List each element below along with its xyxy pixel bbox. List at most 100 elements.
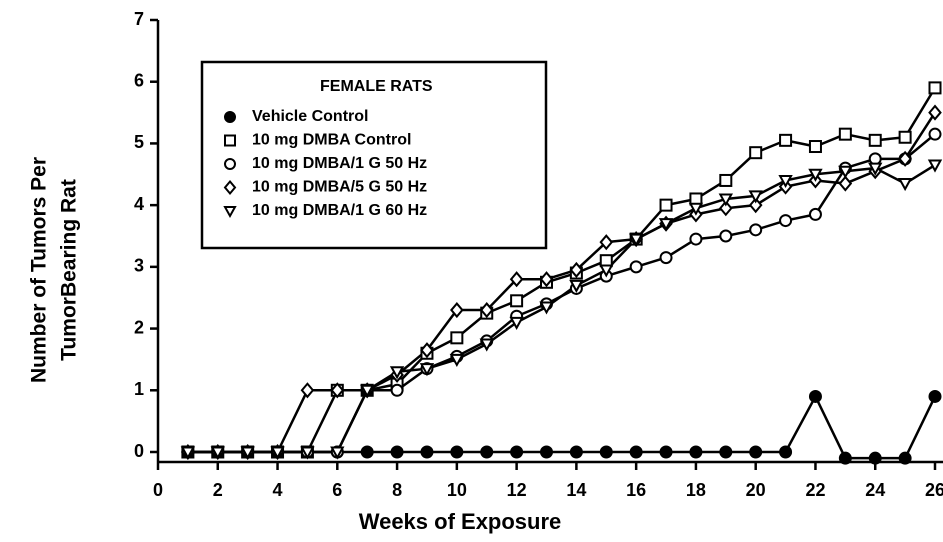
marker	[449, 353, 465, 368]
marker	[390, 383, 404, 397]
marker	[749, 445, 763, 459]
marker	[748, 190, 763, 204]
marker	[180, 446, 196, 460]
marker	[927, 159, 943, 173]
marker	[599, 264, 614, 278]
marker	[748, 197, 763, 214]
marker	[658, 218, 674, 232]
x-tick-label: 12	[507, 480, 527, 500]
marker	[450, 331, 464, 345]
marker	[659, 198, 673, 212]
marker	[928, 104, 942, 121]
marker	[599, 234, 614, 251]
marker	[659, 251, 673, 265]
y-tick-label: 5	[134, 132, 144, 152]
y-tick-label: 4	[134, 194, 144, 214]
marker	[509, 316, 524, 330]
marker	[659, 445, 673, 459]
marker	[479, 338, 494, 352]
y-tick-label: 6	[134, 70, 144, 90]
marker	[360, 445, 374, 459]
marker	[689, 232, 703, 246]
y-tick-label: 0	[134, 441, 144, 461]
y-axis-label: Number of Tumors Per TumorBearing Rat	[28, 157, 81, 383]
marker	[808, 140, 822, 154]
marker	[569, 261, 584, 278]
marker	[897, 178, 913, 192]
marker	[240, 446, 255, 460]
marker	[928, 81, 942, 95]
x-tick-label: 0	[153, 480, 163, 500]
marker	[450, 445, 464, 459]
marker	[420, 342, 434, 359]
marker	[224, 111, 236, 123]
y-tick-label: 1	[134, 379, 144, 399]
x-tick-label: 18	[686, 480, 706, 500]
marker	[224, 134, 236, 147]
x-tick-label: 14	[566, 480, 586, 500]
marker	[898, 130, 912, 144]
marker	[540, 445, 553, 459]
marker	[479, 302, 494, 319]
x-tick-label: 24	[865, 480, 885, 500]
marker	[599, 445, 613, 459]
marker	[719, 445, 733, 459]
marker	[300, 382, 315, 399]
marker	[808, 389, 822, 403]
legend-label: 10 mg DMBA/1 G 50 Hz	[252, 155, 427, 172]
marker	[718, 200, 733, 217]
marker	[330, 446, 345, 460]
marker	[838, 175, 853, 192]
marker	[510, 294, 524, 308]
y-tick-label: 3	[134, 256, 144, 276]
x-tick-label: 8	[392, 480, 402, 500]
legend-box	[200, 60, 548, 250]
marker	[300, 446, 315, 460]
marker	[390, 445, 404, 459]
marker	[688, 202, 704, 216]
marker	[224, 158, 236, 170]
x-tick-label: 26	[925, 480, 943, 500]
marker	[718, 193, 733, 207]
marker	[838, 127, 852, 141]
x-tick-label: 16	[626, 480, 646, 500]
marker	[928, 127, 942, 141]
y-axis-label-line: TumorBearing Rat	[58, 179, 81, 361]
marker	[779, 133, 793, 147]
marker	[539, 301, 554, 315]
marker	[689, 445, 703, 459]
marker	[928, 389, 942, 403]
marker	[778, 174, 793, 189]
marker	[270, 446, 285, 460]
marker	[808, 168, 823, 182]
x-axis-label: Weeks of Exposure	[359, 509, 562, 534]
x-tick-label: 4	[273, 480, 283, 500]
marker	[420, 445, 434, 459]
marker	[868, 133, 882, 147]
marker	[838, 451, 852, 465]
marker	[539, 271, 554, 288]
marker	[223, 179, 237, 196]
marker	[223, 206, 237, 219]
marker	[898, 150, 912, 167]
marker	[779, 445, 793, 459]
y-tick-label: 2	[134, 317, 144, 337]
marker	[779, 214, 793, 228]
marker	[569, 445, 583, 459]
x-tick-label: 6	[332, 480, 342, 500]
legend-label: 10 mg DMBA/1 G 60 Hz	[252, 202, 427, 219]
marker	[719, 173, 733, 187]
x-tick-label: 10	[447, 480, 467, 500]
legend-title: FEMALE RATS	[320, 78, 433, 95]
marker	[629, 260, 643, 274]
marker	[898, 451, 912, 465]
x-tick-label: 20	[746, 480, 766, 500]
marker	[569, 279, 584, 293]
marker	[510, 445, 524, 459]
marker	[749, 223, 763, 237]
marker	[480, 445, 494, 459]
y-axis-label-line: Number of Tumors Per	[28, 157, 51, 383]
legend-label: Vehicle Control	[252, 108, 368, 125]
x-tick-label: 22	[805, 480, 825, 500]
